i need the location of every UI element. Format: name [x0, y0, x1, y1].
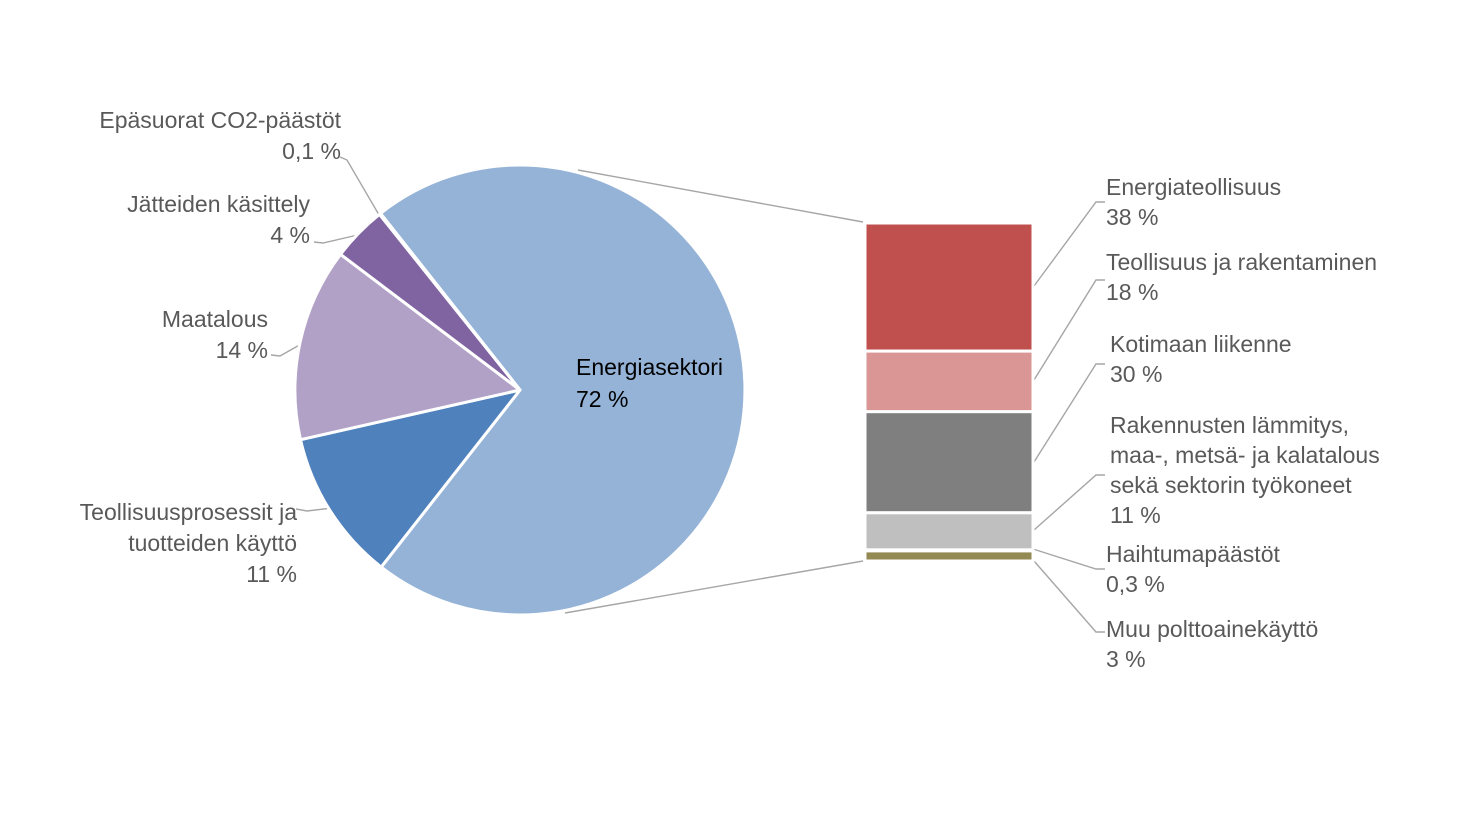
label-value: 38 %: [1106, 204, 1159, 230]
bar-segment-energiateollisuus: [863, 221, 1035, 353]
bar-segment-muu-polttoainekaytto: [863, 549, 1035, 563]
label-value: 72 %: [576, 386, 629, 412]
series-line: [564, 560, 864, 614]
leader-line: [339, 156, 383, 221]
bar-segment-kotimaan-liikenne: [863, 410, 1035, 515]
label-line: Maatalous: [161, 306, 268, 332]
leader-line: [1033, 363, 1105, 463]
label-line: Jätteiden käsittely: [127, 191, 310, 217]
label-line: Epäsuorat CO2-päästöt: [99, 107, 341, 133]
label-line: Energiateollisuus: [1106, 174, 1282, 200]
label-line: Rakennusten lämmitys,: [1110, 412, 1350, 438]
label-kotimaan-liikenne: Kotimaan liikenne 30 %: [1110, 329, 1292, 389]
label-teollisuusprosessit: Teollisuusprosessit ja tuotteiden käyttö…: [80, 497, 297, 590]
label-value: 0,3 %: [1106, 571, 1165, 597]
label-line: Muu polttoainekäyttö: [1106, 616, 1319, 642]
label-value: 11 %: [1110, 502, 1161, 528]
label-value: 3 %: [1106, 646, 1146, 672]
label-muu-polttoainekaytto: Muu polttoainekäyttö 3 %: [1106, 614, 1318, 674]
label-value: 30 %: [1110, 361, 1163, 387]
leader-line: [270, 342, 304, 357]
label-energiasektori: Energiasektori 72 %: [576, 351, 723, 415]
label-maatalous: Maatalous 14 %: [162, 304, 268, 366]
label-value: 4 %: [270, 222, 310, 248]
label-value: 11 %: [246, 561, 297, 587]
label-haihtumapaastot: Haihtumapäästöt 0,3 %: [1106, 539, 1280, 599]
label-teollisuus-ja-rakentaminen: Teollisuus ja rakentaminen 18 %: [1106, 247, 1377, 307]
label-rakennusten-lammitys: Rakennusten lämmitys, maa-, metsä- ja ka…: [1110, 410, 1380, 530]
label-line: tuotteiden käyttö: [128, 530, 297, 556]
pie-to-bar-connector-lines: [564, 169, 864, 614]
label-line: sekä sektorin työkoneet: [1110, 472, 1352, 498]
label-jatteiden-kasittely: Jätteiden käsittely 4 %: [127, 189, 310, 251]
breakdown-bar: [863, 221, 1035, 563]
leader-line: [1033, 474, 1105, 531]
label-value: 18 %: [1106, 279, 1159, 305]
pie-slice-teollisuusprosessit-ja-tuotteiden-kaytto: [299, 388, 522, 569]
label-energiateollisuus: Energiateollisuus 38 %: [1106, 172, 1281, 232]
bar-segment-rakennusten-lammitys-maa-metsa-ja-kalata: [863, 511, 1035, 552]
bar-segment-teollisuus-ja-rakentaminen: [863, 349, 1035, 414]
label-value: 14 %: [215, 337, 268, 363]
leader-line: [1033, 560, 1105, 633]
leader-line: [313, 233, 363, 244]
pie-slice-maatalous: [293, 252, 522, 442]
pie-slice-energiasektori: [379, 163, 747, 617]
leader-line: [1032, 548, 1105, 570]
pie: [293, 163, 747, 617]
series-line: [577, 169, 864, 223]
leader-line: [1033, 201, 1105, 287]
label-line: Teollisuus ja rakentaminen: [1106, 249, 1378, 275]
label-line: Energiasektori: [576, 354, 724, 380]
label-line: maa-, metsä- ja kalatalous: [1110, 442, 1380, 468]
leader-line: [295, 507, 333, 512]
label-line: Teollisuusprosessit ja: [79, 499, 297, 525]
pie-slice-epasuorat-co2-paastot: [378, 211, 522, 392]
leader-line: [1033, 279, 1105, 381]
label-value: 0,1 %: [282, 138, 341, 164]
label-line: Haihtumapäästöt: [1106, 541, 1280, 567]
label-leader-lines: [270, 156, 1105, 633]
label-epasuorat-co2-paastot: Epäsuorat CO2-päästöt 0,1 %: [99, 105, 341, 167]
label-line: Kotimaan liikenne: [1110, 331, 1292, 357]
